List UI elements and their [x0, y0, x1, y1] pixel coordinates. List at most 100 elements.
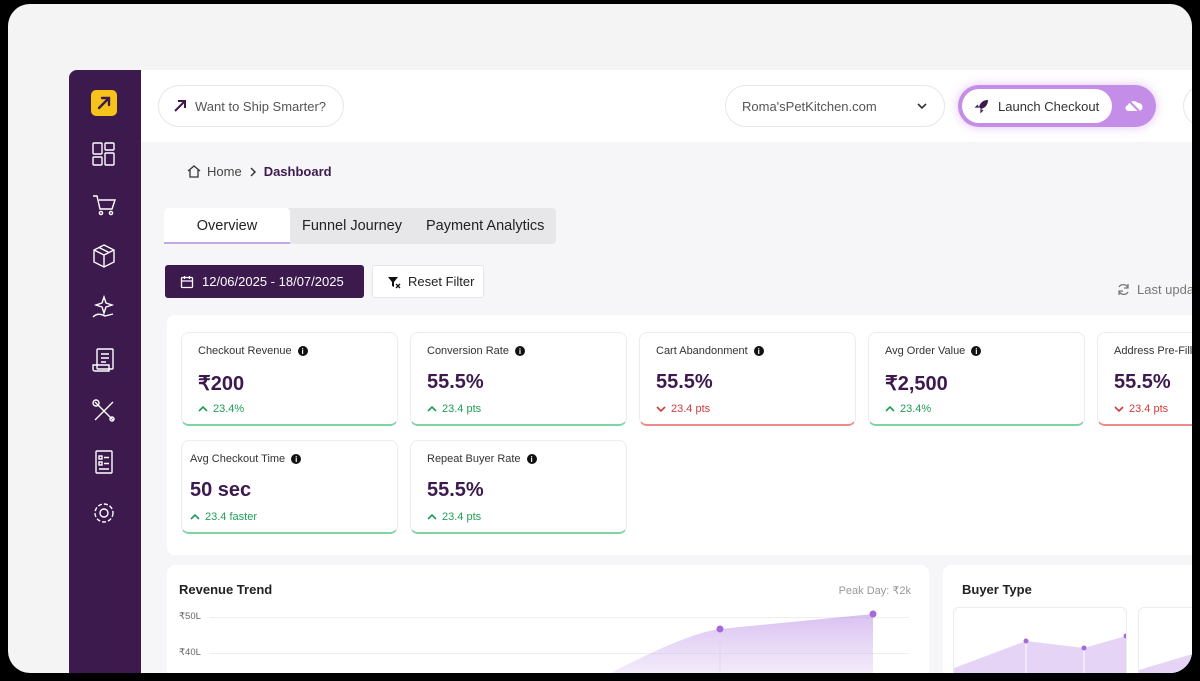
ship-smarter-text: Want to Ship Smarter? [195, 98, 327, 114]
kpi-change: 23.4 pts [671, 403, 711, 415]
buyer-type-panel: Buyer Type [943, 565, 1192, 673]
y-tick-label: ₹40L [179, 647, 201, 658]
tab-overview[interactable]: Overview [164, 208, 290, 244]
kpi-label: Avg Order Value [885, 345, 966, 357]
buyer-type-card[interactable] [953, 607, 1127, 673]
info-icon[interactable]: i [514, 346, 525, 356]
revenue-trend-panel: Revenue Trend Peak Day: ₹2k ₹50L ₹40L [167, 565, 929, 673]
kpi-change: 23.4 pts [442, 511, 482, 523]
buyer-sparkline [954, 633, 1126, 673]
buyer-type-title: Buyer Type [962, 582, 1032, 597]
kpi-card-conversion-rate[interactable]: Conversion Rate i 55.5% 23.4 pts [410, 332, 627, 426]
kpi-panel: Checkout Revenue i ₹200 23.4% Conversion … [167, 315, 1192, 555]
box-icon[interactable] [90, 242, 118, 270]
topbar: Want to Ship Smarter? Roma'sPetKitchen.c… [141, 70, 1192, 142]
date-range-text: 12/06/2025 - 18/07/2025 [202, 274, 344, 289]
kpi-change: 23.4 pts [442, 403, 482, 415]
kpi-value: 55.5% [1114, 371, 1171, 393]
launch-checkout-toggle[interactable]: Launch Checkout [958, 85, 1156, 127]
brand-logo[interactable] [91, 90, 117, 116]
chevron-up-icon [190, 513, 200, 520]
kpi-value: 55.5% [656, 371, 713, 393]
breadcrumb: Home Dashboard [187, 164, 332, 179]
tab-bar: Overview Funnel Journey Payment Analytic… [164, 208, 557, 244]
revenue-area-chart [610, 610, 877, 673]
breadcrumb-current: Dashboard [263, 164, 332, 179]
buyer-sparkline [1139, 654, 1192, 673]
info-icon[interactable]: i [971, 346, 982, 356]
kpi-label: Repeat Buyer Rate [427, 453, 521, 465]
gridline [209, 617, 909, 618]
launch-checkout-button[interactable]: Launch Checkout [962, 89, 1112, 123]
cart-icon[interactable] [90, 191, 118, 219]
buyer-type-card[interactable] [1138, 607, 1192, 673]
chevron-up-icon [885, 405, 895, 412]
tab-funnel-journey[interactable]: Funnel Journey [302, 218, 402, 234]
revenue-trend-title: Revenue Trend [179, 582, 273, 597]
magic-hand-icon[interactable] [90, 294, 118, 322]
data-point[interactable] [869, 610, 877, 618]
app: Want to Ship Smarter? Roma'sPetKitchen.c… [69, 70, 1192, 673]
kpi-value: 55.5% [427, 479, 484, 501]
kpi-change: 23.4 faster [205, 511, 257, 523]
chevron-up-icon [198, 405, 208, 412]
filter-off-icon [388, 276, 401, 288]
kpi-change: 23.4% [213, 403, 245, 415]
kpi-card-cart-abandonment[interactable]: Cart Abandonment i 55.5% 23.4 pts [639, 332, 856, 426]
kpi-label: Cart Abandonment [656, 345, 748, 357]
reset-filter-label: Reset Filter [408, 274, 475, 289]
home-icon [187, 165, 201, 178]
ship-smarter-link[interactable]: Want to Ship Smarter? [158, 85, 344, 127]
kpi-card-repeat-buyer-rate[interactable]: Repeat Buyer Rate i 55.5% 23.4 pts [410, 440, 627, 534]
info-icon[interactable]: i [291, 454, 302, 464]
kpi-value: ₹2,500 [885, 373, 948, 395]
kpi-change: 23.4 pts [1129, 403, 1169, 415]
info-icon[interactable]: i [526, 454, 537, 464]
tab-payment-analytics[interactable]: Payment Analytics [425, 218, 545, 234]
app-frame: Want to Ship Smarter? Roma'sPetKitchen.c… [8, 4, 1192, 673]
peak-day-label: Peak Day: ₹2k [838, 585, 911, 597]
kpi-card-checkout-revenue[interactable]: Checkout Revenue i ₹200 23.4% [181, 332, 398, 426]
kpi-label: Avg Checkout Time [190, 453, 286, 465]
avatar[interactable] [1183, 85, 1192, 127]
y-tick-label: ₹50L [179, 611, 201, 622]
reset-filter-button[interactable]: Reset Filter [372, 265, 484, 298]
kpi-card-avg-order-value[interactable]: Avg Order Value i ₹2,500 23.4% [868, 332, 1085, 426]
dashboard-icon[interactable] [90, 140, 118, 168]
checklist-icon[interactable] [90, 448, 118, 476]
sidebar [69, 70, 141, 673]
kpi-card-address-prefill[interactable]: Address Pre-Fill R 55.5% 23.4 pts [1097, 332, 1192, 426]
info-icon[interactable]: i [753, 346, 764, 356]
kpi-change: 23.4% [900, 403, 932, 415]
date-range-picker[interactable]: 12/06/2025 - 18/07/2025 [165, 265, 364, 298]
kpi-value: 55.5% [427, 371, 484, 393]
arrow-up-right-icon [174, 100, 186, 112]
chevron-down-icon [917, 103, 927, 110]
gridline [209, 653, 909, 654]
chevron-right-icon [250, 166, 256, 177]
kpi-label: Checkout Revenue [198, 345, 292, 357]
refresh-icon[interactable] [1117, 283, 1130, 296]
kpi-value: ₹200 [198, 373, 245, 395]
info-icon[interactable]: i [297, 346, 308, 356]
calendar-icon [180, 275, 194, 288]
chevron-down-icon [656, 406, 666, 413]
rocket-icon [974, 100, 988, 114]
receipt-icon[interactable] [90, 346, 118, 374]
last-updated-text: Last upda [1137, 282, 1192, 297]
kpi-value: 50 sec [190, 479, 252, 501]
kpi-label: Conversion Rate [427, 345, 509, 357]
tools-icon[interactable] [90, 397, 118, 425]
data-point[interactable] [716, 625, 724, 633]
chevron-up-icon [427, 513, 437, 520]
cloud-off-icon [1125, 98, 1143, 114]
chevron-down-icon [1114, 406, 1124, 413]
breadcrumb-home[interactable]: Home [207, 164, 242, 179]
store-name: Roma'sPetKitchen.com [742, 98, 877, 114]
kpi-card-avg-checkout-time[interactable]: Avg Checkout Time i 50 sec 23.4 faster [181, 440, 398, 534]
launch-checkout-label: Launch Checkout [998, 98, 1100, 114]
last-updated: Last upda [1117, 282, 1192, 297]
settings-icon[interactable] [90, 499, 118, 527]
store-selector[interactable]: Roma'sPetKitchen.com [725, 85, 945, 127]
kpi-label: Address Pre-Fill R [1114, 345, 1192, 357]
